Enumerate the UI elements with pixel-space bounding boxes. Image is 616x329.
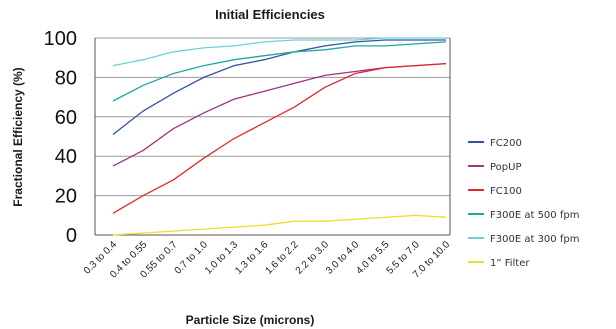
series-line-2: [112, 62, 447, 214]
legend-label-3: F300E at 500 fpm: [490, 210, 579, 221]
series-line-0: [112, 39, 446, 136]
y-tick-label-100: 100: [44, 28, 77, 50]
legend: FC200 PopUP FC100 F300E at 500 fpm F300E at …: [468, 138, 579, 269]
y-tick-label-20: 20: [55, 186, 77, 208]
y-axis-title: Fractional Efficiency (%): [11, 67, 25, 206]
y-tick-label-80: 80: [55, 67, 77, 89]
y-tick-label-0: 0: [66, 225, 77, 247]
chart-title: Initial Efficiencies: [215, 7, 325, 22]
legend-label-4: F300E at 300 fpm: [490, 234, 579, 245]
gridlines: [95, 37, 450, 197]
legend-label-1: PopUP: [490, 162, 522, 173]
data-series: [112, 37, 447, 236]
series-line-4: [112, 37, 446, 67]
legend-label-2: FC100: [490, 186, 522, 197]
y-tick-labels: 0 20 40 60 80 100: [44, 28, 77, 247]
x-axis-title: Particle Size (microns): [186, 313, 315, 327]
axes: [94, 38, 451, 236]
series-line-3: [112, 41, 447, 102]
y-tick-label-40: 40: [55, 146, 77, 168]
y-tick-label-60: 60: [55, 107, 77, 129]
legend-label-5: 1” Filter: [490, 258, 530, 269]
series-line-5: [112, 214, 447, 236]
legend-label-0: FC200: [490, 138, 522, 149]
x-tick-labels: 0.3 to 0.40.4 to 0.550.55 to 0.70.7 to 1…: [82, 239, 453, 281]
